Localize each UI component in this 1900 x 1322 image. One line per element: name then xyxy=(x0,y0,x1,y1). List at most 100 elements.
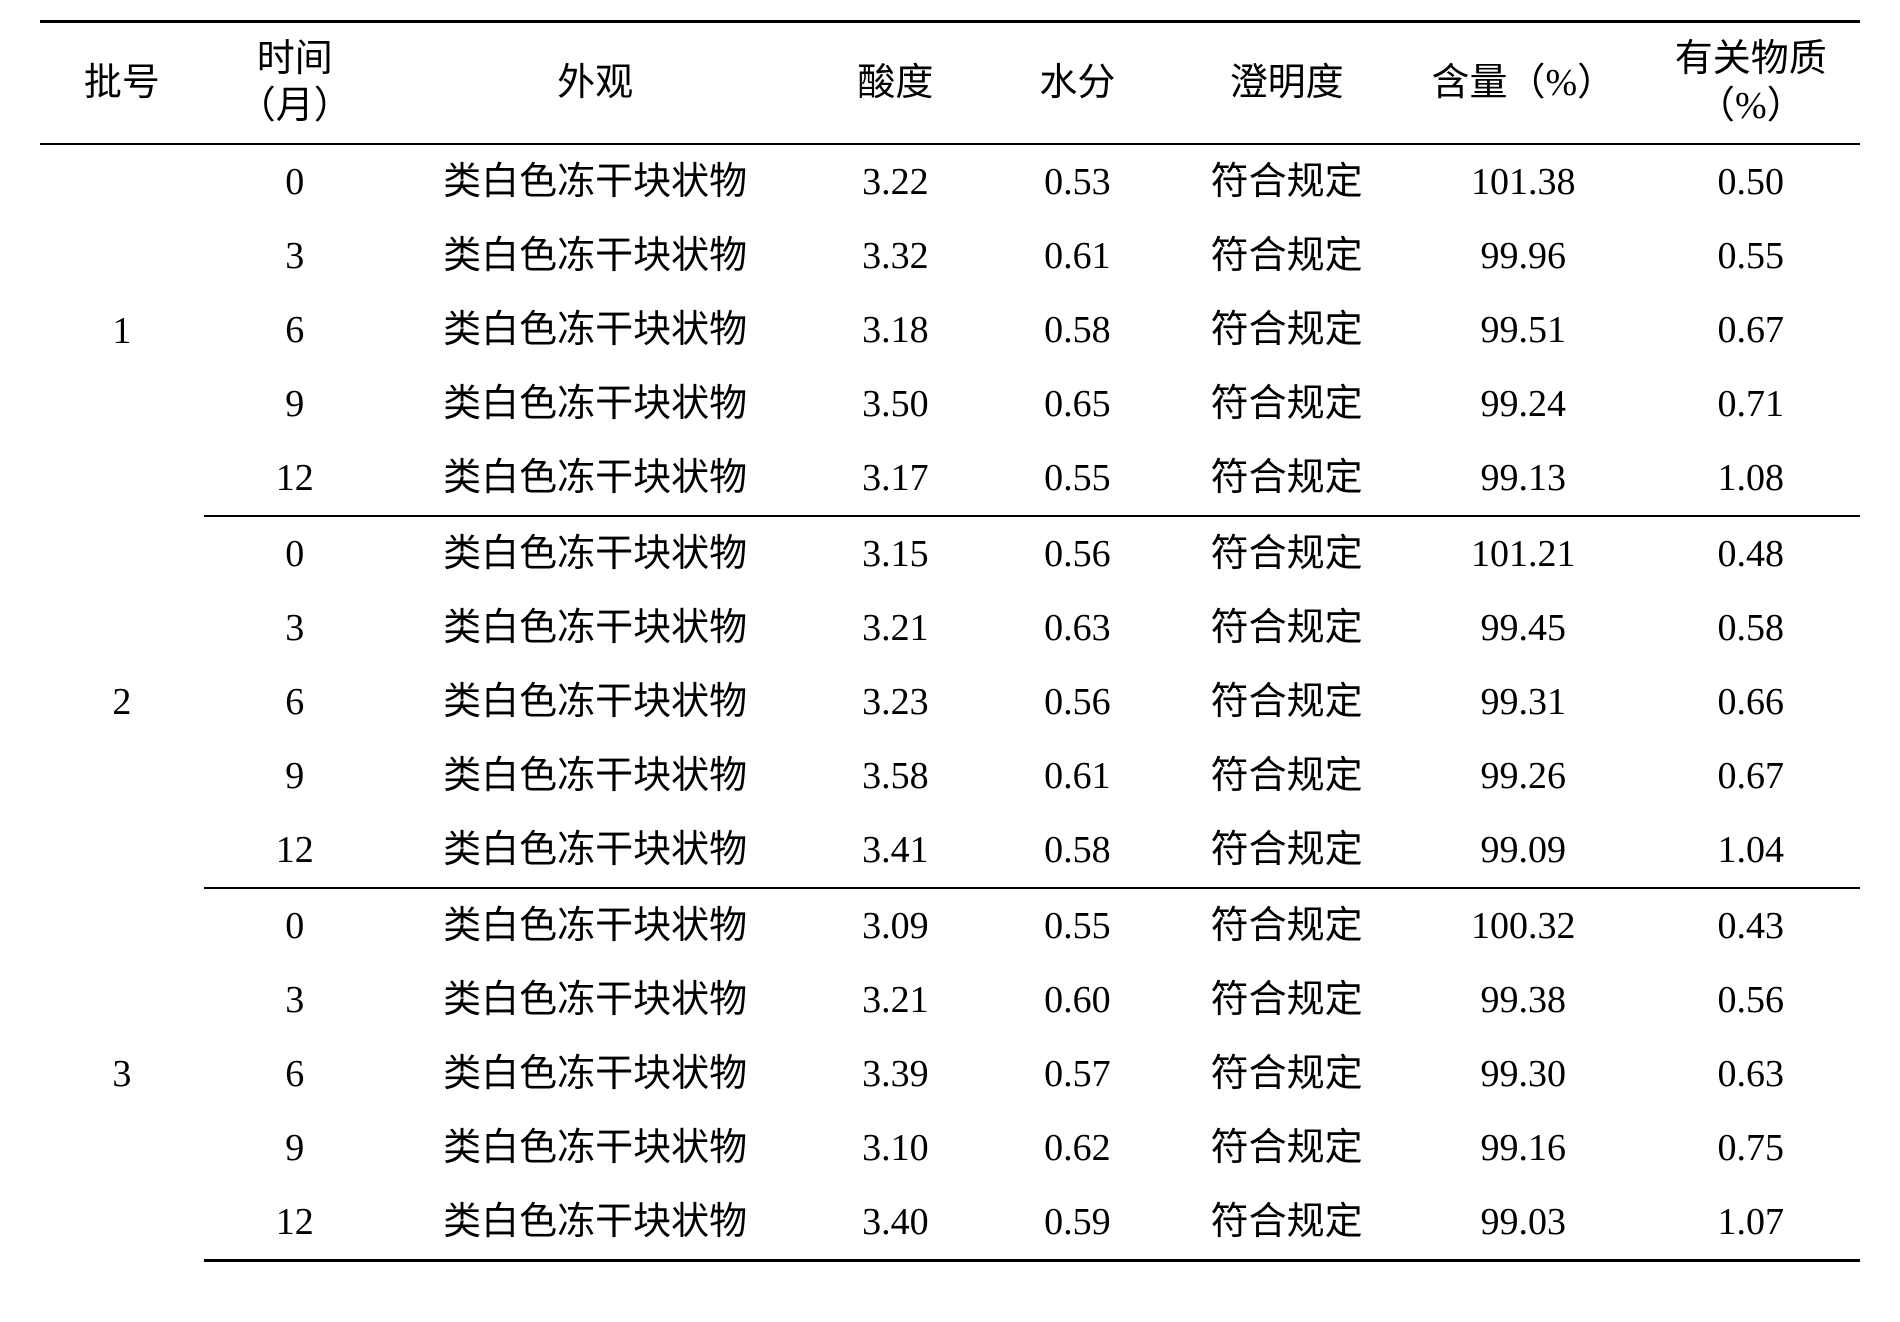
cell-appear: 类白色冻干块状物 xyxy=(386,813,805,888)
cell-appear: 类白色冻干块状物 xyxy=(386,367,805,441)
cell-appear: 类白色冻干块状物 xyxy=(386,219,805,293)
cell-content: 99.09 xyxy=(1405,813,1642,888)
cell-appear: 类白色冻干块状物 xyxy=(386,144,805,219)
cell-acid: 3.39 xyxy=(804,1037,986,1111)
table-row: 6类白色冻干块状物3.390.57符合规定99.300.63 xyxy=(40,1037,1860,1111)
cell-time: 3 xyxy=(204,963,386,1037)
col-header-water: 水分 xyxy=(986,22,1168,145)
cell-time: 3 xyxy=(204,219,386,293)
col-header-clarity: 澄明度 xyxy=(1168,22,1405,145)
cell-content: 99.38 xyxy=(1405,963,1642,1037)
cell-time: 6 xyxy=(204,1037,386,1111)
cell-acid: 3.40 xyxy=(804,1185,986,1261)
cell-time: 9 xyxy=(204,1111,386,1185)
col-header-appear: 外观 xyxy=(386,22,805,145)
cell-water: 0.57 xyxy=(986,1037,1168,1111)
cell-appear: 类白色冻干块状物 xyxy=(386,441,805,516)
cell-time: 0 xyxy=(204,888,386,963)
cell-clarity: 符合规定 xyxy=(1168,219,1405,293)
cell-water: 0.55 xyxy=(986,441,1168,516)
cell-clarity: 符合规定 xyxy=(1168,367,1405,441)
cell-water: 0.55 xyxy=(986,888,1168,963)
table-row: 3类白色冻干块状物3.320.61符合规定99.960.55 xyxy=(40,219,1860,293)
cell-clarity: 符合规定 xyxy=(1168,888,1405,963)
cell-water: 0.61 xyxy=(986,219,1168,293)
table-row: 10类白色冻干块状物3.220.53符合规定101.380.50 xyxy=(40,144,1860,219)
table-row: 3类白色冻干块状物3.210.63符合规定99.450.58 xyxy=(40,591,1860,665)
table-row: 12类白色冻干块状物3.400.59符合规定99.031.07 xyxy=(40,1185,1860,1261)
cell-clarity: 符合规定 xyxy=(1168,1037,1405,1111)
cell-acid: 3.32 xyxy=(804,219,986,293)
cell-related: 0.50 xyxy=(1642,144,1860,219)
cell-clarity: 符合规定 xyxy=(1168,963,1405,1037)
batch-cell: 2 xyxy=(40,516,204,888)
col-header-batch: 批号 xyxy=(40,22,204,145)
cell-acid: 3.21 xyxy=(804,591,986,665)
cell-water: 0.53 xyxy=(986,144,1168,219)
cell-water: 0.63 xyxy=(986,591,1168,665)
cell-appear: 类白色冻干块状物 xyxy=(386,1185,805,1261)
cell-clarity: 符合规定 xyxy=(1168,144,1405,219)
cell-related: 1.04 xyxy=(1642,813,1860,888)
batch-cell: 1 xyxy=(40,144,204,516)
cell-acid: 3.23 xyxy=(804,665,986,739)
cell-water: 0.65 xyxy=(986,367,1168,441)
cell-time: 12 xyxy=(204,813,386,888)
cell-acid: 3.17 xyxy=(804,441,986,516)
cell-appear: 类白色冻干块状物 xyxy=(386,888,805,963)
cell-appear: 类白色冻干块状物 xyxy=(386,1111,805,1185)
cell-appear: 类白色冻干块状物 xyxy=(386,516,805,591)
cell-time: 9 xyxy=(204,367,386,441)
cell-clarity: 符合规定 xyxy=(1168,293,1405,367)
cell-related: 0.67 xyxy=(1642,293,1860,367)
cell-time: 6 xyxy=(204,293,386,367)
cell-appear: 类白色冻干块状物 xyxy=(386,665,805,739)
cell-clarity: 符合规定 xyxy=(1168,813,1405,888)
cell-clarity: 符合规定 xyxy=(1168,665,1405,739)
cell-content: 99.45 xyxy=(1405,591,1642,665)
cell-clarity: 符合规定 xyxy=(1168,1111,1405,1185)
cell-content: 99.51 xyxy=(1405,293,1642,367)
cell-appear: 类白色冻干块状物 xyxy=(386,739,805,813)
cell-related: 0.67 xyxy=(1642,739,1860,813)
cell-related: 0.56 xyxy=(1642,963,1860,1037)
cell-acid: 3.15 xyxy=(804,516,986,591)
cell-related: 0.43 xyxy=(1642,888,1860,963)
table-row: 9类白色冻干块状物3.100.62符合规定99.160.75 xyxy=(40,1111,1860,1185)
cell-water: 0.56 xyxy=(986,665,1168,739)
table-row: 3类白色冻干块状物3.210.60符合规定99.380.56 xyxy=(40,963,1860,1037)
col-header-time: 时间（月） xyxy=(204,22,386,145)
cell-clarity: 符合规定 xyxy=(1168,1185,1405,1261)
cell-content: 99.03 xyxy=(1405,1185,1642,1261)
cell-content: 101.38 xyxy=(1405,144,1642,219)
cell-acid: 3.10 xyxy=(804,1111,986,1185)
cell-clarity: 符合规定 xyxy=(1168,516,1405,591)
cell-water: 0.58 xyxy=(986,293,1168,367)
cell-related: 0.71 xyxy=(1642,367,1860,441)
col-header-related: 有关物质（%） xyxy=(1642,22,1860,145)
cell-content: 99.16 xyxy=(1405,1111,1642,1185)
table-row: 30类白色冻干块状物3.090.55符合规定100.320.43 xyxy=(40,888,1860,963)
cell-acid: 3.58 xyxy=(804,739,986,813)
cell-appear: 类白色冻干块状物 xyxy=(386,591,805,665)
batch-cell: 3 xyxy=(40,888,204,1261)
table-row: 6类白色冻干块状物3.230.56符合规定99.310.66 xyxy=(40,665,1860,739)
cell-time: 0 xyxy=(204,516,386,591)
cell-water: 0.56 xyxy=(986,516,1168,591)
stability-table: 批号时间（月）外观酸度水分澄明度含量（%）有关物质（%） 10类白色冻干块状物3… xyxy=(40,20,1860,1262)
col-header-acid: 酸度 xyxy=(804,22,986,145)
cell-water: 0.60 xyxy=(986,963,1168,1037)
cell-water: 0.58 xyxy=(986,813,1168,888)
cell-related: 0.66 xyxy=(1642,665,1860,739)
cell-appear: 类白色冻干块状物 xyxy=(386,1037,805,1111)
cell-acid: 3.50 xyxy=(804,367,986,441)
cell-related: 0.55 xyxy=(1642,219,1860,293)
cell-acid: 3.41 xyxy=(804,813,986,888)
cell-time: 0 xyxy=(204,144,386,219)
cell-content: 99.24 xyxy=(1405,367,1642,441)
cell-content: 101.21 xyxy=(1405,516,1642,591)
cell-appear: 类白色冻干块状物 xyxy=(386,963,805,1037)
cell-acid: 3.18 xyxy=(804,293,986,367)
col-header-content: 含量（%） xyxy=(1405,22,1642,145)
cell-related: 0.58 xyxy=(1642,591,1860,665)
